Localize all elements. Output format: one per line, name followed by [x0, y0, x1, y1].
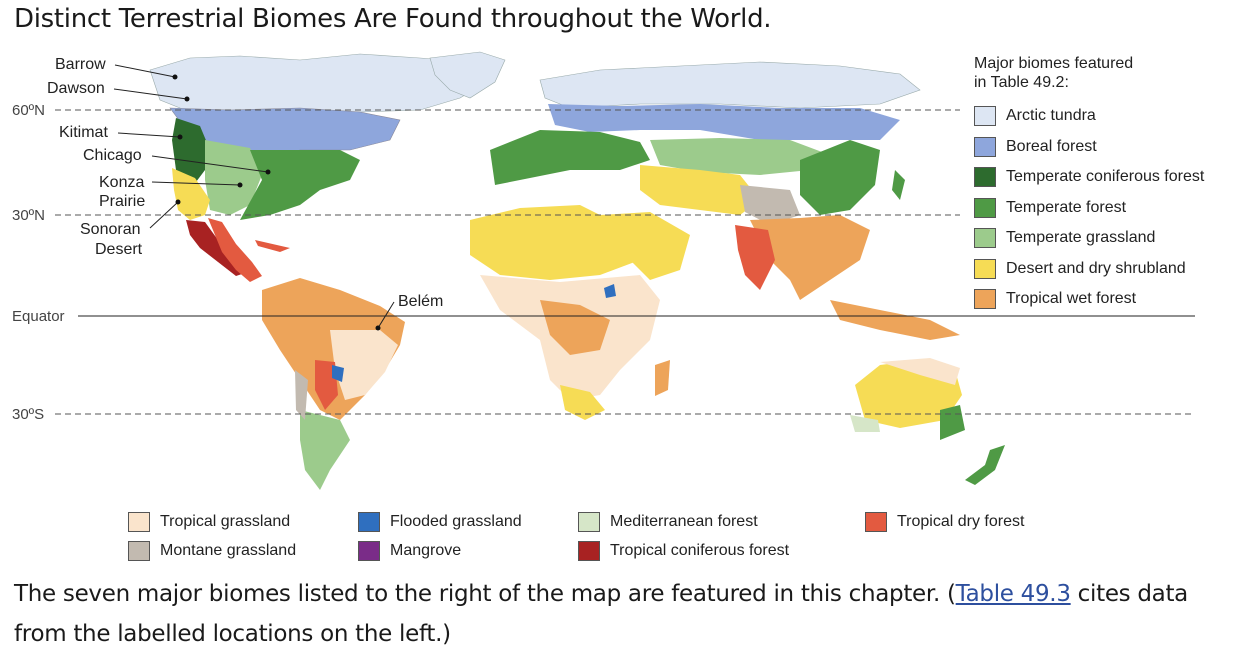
- south-america: [262, 278, 405, 490]
- swatch-temperate-forest: [974, 197, 996, 218]
- sa-montane: [295, 370, 308, 420]
- legend-item-temperate-grassland: Temperate grassland: [974, 223, 1234, 254]
- africa-tropical-wet: [540, 300, 610, 355]
- africa-south-desert: [560, 385, 605, 420]
- figure-caption: The seven major biomes listed to the rig…: [14, 581, 1188, 647]
- se-asia-islands: [830, 300, 960, 340]
- legend-item-montane-grassland: Montane grassland: [128, 541, 296, 561]
- caribbean: [255, 240, 290, 252]
- australia-grassland: [880, 358, 960, 385]
- africa-desert-north: [470, 205, 640, 280]
- label-belem: Belém: [398, 293, 443, 310]
- legend-heading: Major biomes featured in Table 49.2:: [974, 55, 1134, 91]
- legend-item-tropical-grassland: Tropical grassland: [128, 512, 290, 532]
- legend-item-mediterranean-forest: Mediterranean forest: [578, 512, 758, 532]
- figure-title: Distinct Terrestrial Biomes Are Found th…: [14, 4, 772, 34]
- africa: [470, 205, 670, 420]
- swatch-arctic-tundra: [974, 106, 996, 127]
- legend-item-flooded-grassland: Flooded grassland: [358, 512, 522, 532]
- australia-temperate: [940, 405, 965, 440]
- legend-item-tropical-wet-forest: Tropical wet forest: [974, 284, 1234, 315]
- table-49-3-link[interactable]: Table 49.3: [955, 581, 1071, 607]
- label-konza-2: Prairie: [99, 193, 145, 210]
- asia-desert: [640, 165, 760, 215]
- lat-30s-label: 30ºS: [12, 406, 44, 423]
- swatch-tropical-dry-forest: [865, 512, 887, 532]
- swatch-mangrove: [358, 541, 380, 561]
- asia-east-temperate-forest: [800, 140, 880, 215]
- swatch-tropical-wet-forest: [974, 289, 996, 310]
- sa-tropical-grassland: [330, 330, 398, 400]
- legend-item-boreal-forest: Boreal forest: [974, 132, 1234, 163]
- legend-item-desert: Desert and dry shrubland: [974, 254, 1234, 285]
- location-labels: Barrow Dawson Kitimat Chicago Konza Prai…: [47, 56, 443, 331]
- legend-item-arctic-tundra: Arctic tundra: [974, 101, 1234, 132]
- arabia-desert: [600, 212, 690, 280]
- latitude-lines: 60ºN 30ºN Equator 30ºS: [12, 102, 1195, 423]
- equator-label: Equator: [12, 308, 65, 325]
- swatch-desert: [974, 258, 996, 279]
- biome-world-map: 60ºN 30ºN Equator 30ºS Barrow Dawson Kit…: [12, 51, 1195, 490]
- swatch-flooded-grassland: [358, 512, 380, 532]
- label-chicago: Chicago: [83, 147, 142, 164]
- swatch-mediterranean-forest: [578, 512, 600, 532]
- legend-item-mangrove: Mangrove: [358, 541, 461, 561]
- eurasia-boreal: [548, 104, 900, 140]
- label-sonoran-2: Desert: [95, 241, 143, 258]
- oceania: [850, 358, 1005, 485]
- japan: [892, 170, 905, 200]
- swatch-temperate-coniferous-forest: [974, 167, 996, 188]
- lat-60n-label: 60ºN: [12, 102, 45, 119]
- label-sonoran-1: Sonoran: [80, 221, 141, 238]
- sa-flooded: [332, 365, 344, 382]
- asia-temperate-grassland: [650, 138, 830, 175]
- legend-item-temperate-forest: Temperate forest: [974, 193, 1234, 224]
- legend-item-tropical-dry-forest: Tropical dry forest: [865, 512, 1024, 532]
- asia-tropical-wet: [750, 215, 870, 300]
- na-mexico-tropical-dry: [208, 218, 262, 282]
- australia-mediterranean: [850, 415, 880, 432]
- swatch-tropical-coniferous-forest: [578, 541, 600, 561]
- label-konza-1: Konza: [99, 174, 144, 191]
- eurasia-tundra: [539, 61, 921, 109]
- swatch-temperate-grassland: [974, 228, 996, 249]
- na-desert: [172, 168, 210, 220]
- new-zealand: [965, 445, 1005, 485]
- legend-item-temperate-coniferous-forest: Temperate coniferous forest: [974, 162, 1234, 193]
- swatch-montane-grassland: [128, 541, 150, 561]
- major-biomes-legend: Major biomes featured in Table 49.2: Arc…: [974, 54, 1234, 315]
- sa-temperate-grassland: [300, 410, 350, 490]
- label-barrow: Barrow: [55, 56, 106, 73]
- greenland: [429, 51, 506, 99]
- lake-victoria: [604, 284, 616, 298]
- india-dry: [735, 225, 775, 290]
- label-dawson: Dawson: [47, 80, 105, 97]
- label-kitimat: Kitimat: [59, 124, 108, 141]
- lat-30n-label: 30ºN: [12, 207, 45, 224]
- na-grassland: [205, 140, 262, 215]
- swatch-boreal-forest: [974, 136, 996, 157]
- europe-temperate-forest: [490, 130, 650, 185]
- na-temperate-forest: [240, 150, 360, 220]
- north-america: [149, 51, 506, 282]
- madagascar: [655, 360, 670, 396]
- legend-item-tropical-coniferous-forest: Tropical coniferous forest: [578, 541, 789, 561]
- swatch-tropical-grassland: [128, 512, 150, 532]
